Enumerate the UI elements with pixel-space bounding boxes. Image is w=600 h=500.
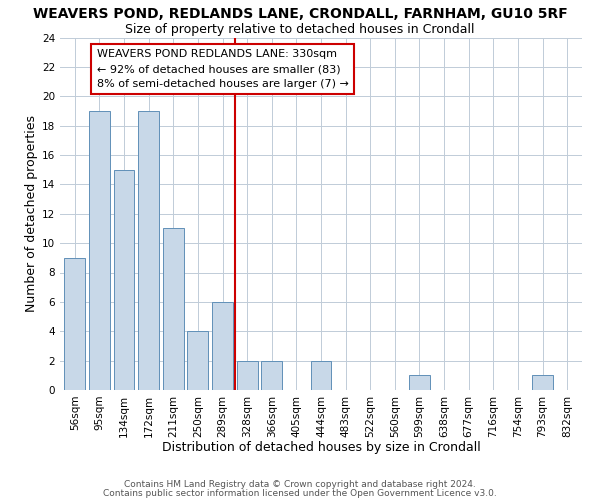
Bar: [187, 331, 208, 390]
Bar: [138, 111, 159, 390]
Text: Contains HM Land Registry data © Crown copyright and database right 2024.: Contains HM Land Registry data © Crown c…: [124, 480, 476, 489]
Bar: [311, 360, 331, 390]
Text: Contains public sector information licensed under the Open Government Licence v3: Contains public sector information licen…: [103, 488, 497, 498]
Bar: [212, 302, 233, 390]
Bar: [64, 258, 85, 390]
X-axis label: Distribution of detached houses by size in Crondall: Distribution of detached houses by size …: [161, 441, 481, 454]
Bar: [532, 376, 553, 390]
Text: WEAVERS POND, REDLANDS LANE, CRONDALL, FARNHAM, GU10 5RF: WEAVERS POND, REDLANDS LANE, CRONDALL, F…: [32, 8, 568, 22]
Bar: [163, 228, 184, 390]
Bar: [236, 360, 257, 390]
Text: WEAVERS POND REDLANDS LANE: 330sqm
← 92% of detached houses are smaller (83)
8% : WEAVERS POND REDLANDS LANE: 330sqm ← 92%…: [97, 50, 349, 89]
Y-axis label: Number of detached properties: Number of detached properties: [25, 116, 38, 312]
Bar: [113, 170, 134, 390]
Text: Size of property relative to detached houses in Crondall: Size of property relative to detached ho…: [125, 22, 475, 36]
Bar: [89, 111, 110, 390]
Bar: [261, 360, 282, 390]
Bar: [409, 376, 430, 390]
